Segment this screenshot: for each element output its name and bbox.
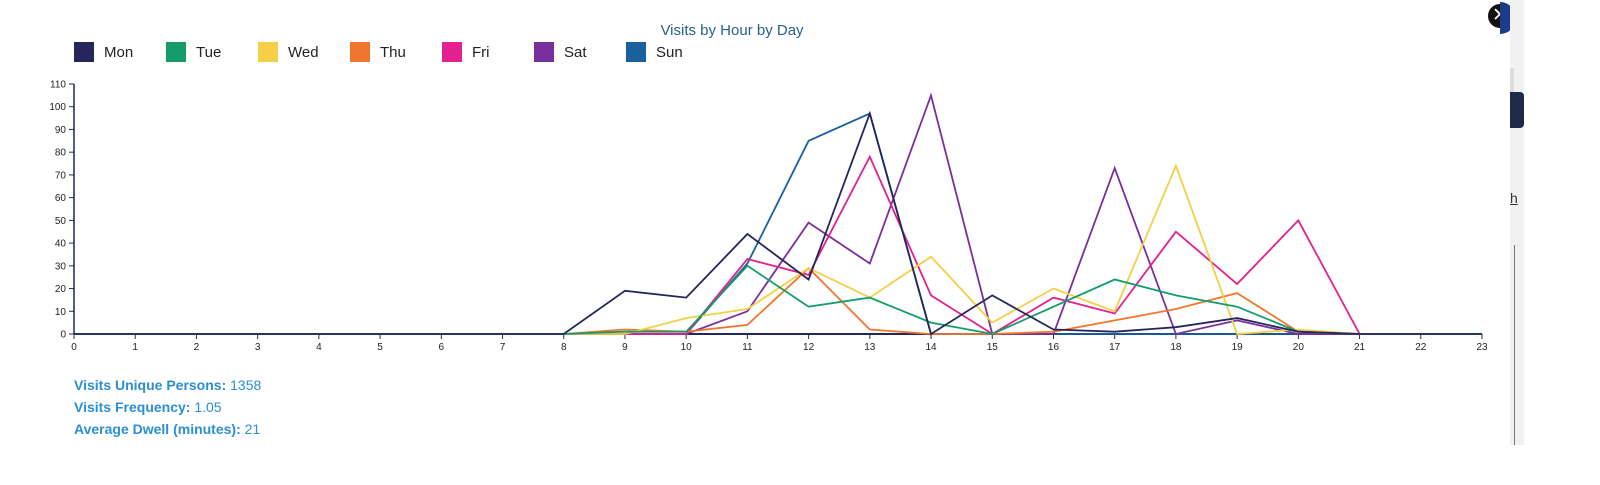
y-tick-label: 110 bbox=[50, 80, 66, 91]
side-button-edge[interactable] bbox=[1510, 92, 1524, 128]
legend-label: Tue bbox=[196, 44, 221, 61]
x-tick-label: 0 bbox=[71, 342, 77, 353]
legend-swatch bbox=[626, 42, 646, 62]
series-line-mon bbox=[74, 110, 1482, 336]
legend-label: Sat bbox=[564, 44, 587, 61]
y-tick-label: 0 bbox=[60, 330, 66, 341]
y-tick-label: 100 bbox=[49, 102, 66, 113]
series-line-sat bbox=[74, 92, 1482, 336]
legend-label: Fri bbox=[472, 44, 490, 61]
y-tick-label: 50 bbox=[55, 216, 67, 227]
y-tick-label: 90 bbox=[55, 125, 67, 136]
legend-item-wed[interactable]: Wed bbox=[258, 42, 319, 62]
y-tick-label: 30 bbox=[55, 261, 67, 272]
x-tick-label: 3 bbox=[255, 342, 261, 353]
x-tick-label: 18 bbox=[1170, 342, 1182, 353]
x-tick-label: 11 bbox=[742, 342, 753, 353]
x-tick-label: 15 bbox=[987, 342, 999, 353]
legend-label: Sun bbox=[656, 44, 683, 61]
legend-item-fri[interactable]: Fri bbox=[442, 42, 490, 62]
x-tick-label: 13 bbox=[864, 342, 876, 353]
stat-value: 1.05 bbox=[194, 399, 222, 415]
x-tick-label: 21 bbox=[1354, 342, 1366, 353]
legend-label: Wed bbox=[288, 44, 319, 61]
series-line-thu bbox=[74, 266, 1482, 335]
stat-unique-persons: Visits Unique Persons: 1358 bbox=[74, 374, 261, 396]
legend-swatch bbox=[534, 42, 554, 62]
legend-swatch bbox=[258, 42, 278, 62]
legend-swatch bbox=[350, 42, 370, 62]
chart-series-lines bbox=[74, 92, 1482, 336]
stat-value: 21 bbox=[244, 421, 261, 437]
y-tick-label: 20 bbox=[55, 284, 67, 295]
legend-swatch bbox=[74, 42, 94, 62]
y-tick-label: 60 bbox=[55, 193, 67, 204]
x-tick-label: 10 bbox=[681, 342, 693, 353]
legend-item-sat[interactable]: Sat bbox=[534, 42, 587, 62]
legend-swatch bbox=[166, 42, 186, 62]
stat-label: Average Dwell (minutes): bbox=[74, 421, 241, 437]
stat-label: Visits Unique Persons: bbox=[74, 377, 227, 393]
x-tick-label: 9 bbox=[622, 342, 628, 353]
x-tick-label: 20 bbox=[1293, 342, 1305, 353]
legend-item-tue[interactable]: Tue bbox=[166, 42, 221, 62]
y-tick-label: 40 bbox=[55, 239, 67, 250]
legend-swatch bbox=[442, 42, 462, 62]
side-link-fragment[interactable]: h bbox=[1510, 190, 1518, 206]
legend-item-mon[interactable]: Mon bbox=[74, 42, 133, 62]
y-tick-label: 10 bbox=[55, 307, 67, 318]
x-tick-label: 1 bbox=[132, 342, 138, 353]
legend-label: Mon bbox=[104, 44, 133, 61]
chart-title: Visits by Hour by Day bbox=[660, 22, 804, 39]
x-tick-label: 2 bbox=[194, 342, 200, 353]
x-tick-label: 23 bbox=[1476, 342, 1488, 353]
series-line-tue bbox=[74, 264, 1482, 335]
stats-panel: Visits Unique Persons: 1358 Visits Frequ… bbox=[74, 374, 261, 440]
series-line-sun bbox=[74, 112, 1482, 335]
side-divider bbox=[1514, 245, 1515, 445]
x-tick-label: 8 bbox=[561, 342, 567, 353]
chart-legend: Mon Tue Wed Thu Fri Sat Sun bbox=[74, 42, 683, 62]
stat-value: 1358 bbox=[230, 377, 262, 393]
x-tick-label: 16 bbox=[1048, 342, 1060, 353]
series-line-fri bbox=[74, 154, 1482, 336]
visits-line-chart: Visits by Hour by Day Mon Tue Wed Thu Fri Sat… bbox=[49, 22, 1488, 354]
legend-item-thu[interactable]: Thu bbox=[350, 42, 406, 62]
x-tick-label: 14 bbox=[925, 342, 937, 353]
x-tick-label: 6 bbox=[439, 342, 445, 353]
stat-frequency: Visits Frequency: 1.05 bbox=[74, 396, 261, 418]
x-tick-label: 5 bbox=[377, 342, 383, 353]
x-tick-label: 7 bbox=[500, 342, 506, 353]
legend-item-sun[interactable]: Sun bbox=[626, 42, 683, 62]
x-tick-label: 17 bbox=[1109, 342, 1121, 353]
side-scrollbar[interactable] bbox=[1510, 68, 1514, 100]
y-tick-label: 80 bbox=[55, 148, 67, 159]
x-tick-label: 4 bbox=[316, 342, 322, 353]
stat-average-dwell: Average Dwell (minutes): 21 bbox=[74, 418, 261, 440]
side-panel-edge bbox=[1510, 0, 1524, 445]
legend-label: Thu bbox=[380, 44, 406, 61]
x-tick-label: 22 bbox=[1415, 342, 1427, 353]
y-tick-label: 70 bbox=[55, 170, 67, 181]
x-tick-label: 12 bbox=[803, 342, 815, 353]
stat-label: Visits Frequency: bbox=[74, 399, 191, 415]
x-tick-label: 19 bbox=[1232, 342, 1244, 353]
